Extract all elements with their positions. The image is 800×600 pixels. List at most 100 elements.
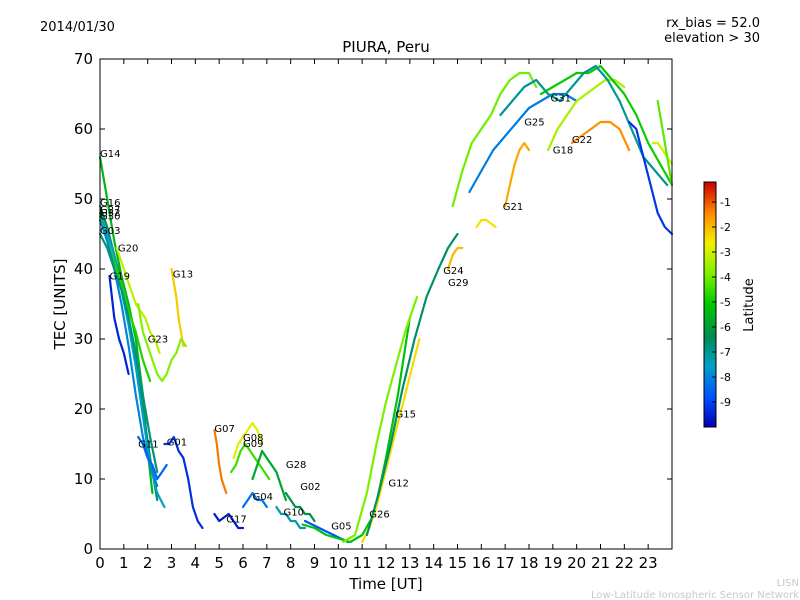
y-tick-label: 30 <box>74 330 93 348</box>
colorbar-tick-label: -5 <box>720 296 731 309</box>
footer-org-long: Low-Latitude Ionospheric Sensor Network <box>591 590 799 600</box>
x-tick-label: 4 <box>191 554 201 572</box>
footer-org-short: LISN <box>777 578 799 589</box>
x-tick-label: 22 <box>615 554 634 572</box>
series-line-g30b <box>651 141 674 166</box>
satellite-label: G15 <box>396 409 416 420</box>
colorbar-tick-label: -3 <box>720 246 731 259</box>
colorbar-tick-label: -4 <box>720 271 731 284</box>
series-line-g27 <box>98 211 166 509</box>
colorbar-tick-label: -7 <box>720 346 731 359</box>
colorbar-ticks: -1 -2 -3 -4 -5 -6 -7 -8 -9 <box>712 196 731 409</box>
x-tick-label: 18 <box>519 554 538 572</box>
colorbar-strip <box>703 181 717 428</box>
x-tick-label: 10 <box>329 554 348 572</box>
satellite-label: G04 <box>253 492 273 503</box>
series-line-g02 <box>284 491 316 523</box>
y-tick-label: 20 <box>74 400 93 418</box>
colorbar-tick-label: -6 <box>720 321 731 334</box>
colorbar: -1 -2 -3 -4 -5 -6 -7 -8 -9 Latitude <box>703 181 757 428</box>
series-line-g11 <box>137 435 168 481</box>
x-tick-label: 14 <box>424 554 443 572</box>
satellite-label: G21 <box>503 202 523 213</box>
satellite-label: G26 <box>369 510 389 521</box>
series-line-g21b <box>504 141 531 208</box>
x-tick-label: 17 <box>496 554 515 572</box>
series-line-g01 <box>163 435 204 530</box>
series-line-g17 <box>213 512 245 530</box>
satellite-label: G24 <box>443 266 463 277</box>
series-line-g19 <box>108 274 130 376</box>
series-line-g09 <box>230 442 271 481</box>
satellite-label: G11 <box>138 440 158 451</box>
series-line-g25 <box>451 71 538 208</box>
colorbar-label: Latitude <box>742 278 757 332</box>
satellite-label: G31 <box>551 94 571 105</box>
satellite-label: G10 <box>284 507 304 518</box>
satellite-label: G32 <box>100 208 120 219</box>
satellite-label: G18 <box>553 146 573 157</box>
series-line-g26b <box>499 64 669 187</box>
satellite-label: G30 <box>100 211 120 222</box>
x-tick-label: 1 <box>119 554 129 572</box>
satellite-label: G27 <box>100 205 120 216</box>
y-tick-label: 50 <box>74 190 93 208</box>
series-line-g28 <box>251 449 287 502</box>
colorbar-tick-label: -8 <box>720 371 731 384</box>
series-line-g29 <box>446 246 464 271</box>
series-line-g26 <box>301 316 411 544</box>
satellite-label: G28 <box>286 460 306 471</box>
satellite-label: G22 <box>572 135 592 146</box>
satellite-label: G05 <box>331 521 351 532</box>
series-line-g24 <box>365 232 459 537</box>
x-tick-label: 13 <box>400 554 419 572</box>
chart-title: PIURA, Peru <box>342 38 429 56</box>
series-line-g13 <box>170 267 185 348</box>
colorbar-tick-label: -9 <box>720 396 731 409</box>
x-tick-label: 12 <box>376 554 395 572</box>
series-line-g22 <box>570 120 631 152</box>
satellite-label: G17 <box>226 514 246 525</box>
x-tick-label: 11 <box>353 554 372 572</box>
y-axis-label: TEC [UNITS] <box>51 259 69 351</box>
y-tick-label: 0 <box>83 540 93 558</box>
series-line-g23 <box>137 302 187 383</box>
x-tick-label: 21 <box>591 554 610 572</box>
series-line-g10 <box>275 505 307 530</box>
y-tick-label: 60 <box>74 120 93 138</box>
series-line-g15 <box>342 295 419 544</box>
series-line-g04 <box>241 491 268 509</box>
satellite-label: G16 <box>100 198 120 209</box>
x-tick-label: 16 <box>472 554 491 572</box>
satellite-label: G08 <box>243 433 263 444</box>
satellite-label: G19 <box>110 272 130 283</box>
x-tick-label: 2 <box>143 554 153 572</box>
y-tick-label: 40 <box>74 260 93 278</box>
series-line-g21 <box>475 218 497 229</box>
x-tick-label: 15 <box>448 554 467 572</box>
satellite-label: G13 <box>173 269 193 280</box>
x-tick-label: 8 <box>286 554 296 572</box>
x-tick-label: 19 <box>543 554 562 572</box>
satellite-label: G07 <box>214 424 234 435</box>
satellite-label: G12 <box>388 479 408 490</box>
x-tick-label: 3 <box>167 554 177 572</box>
series-line-g12b <box>656 99 674 187</box>
y-axis: 0 10 20 30 40 50 60 70 <box>74 50 672 558</box>
colorbar-tick-label: -1 <box>720 196 731 209</box>
satellite-label: G20 <box>118 244 138 255</box>
satellite-label: G25 <box>524 118 544 129</box>
satellite-label: G03 <box>100 226 120 237</box>
satellite-label: G01 <box>167 437 187 448</box>
x-tick-label: 0 <box>95 554 105 572</box>
x-axis-label: Time [UT] <box>348 575 422 593</box>
x-tick-label: 20 <box>567 554 586 572</box>
series-line-g08 <box>232 421 264 460</box>
colorbar-tick-label: -2 <box>720 221 731 234</box>
satellite-label: G02 <box>300 482 320 493</box>
series-line-g06 <box>539 64 674 187</box>
rx-bias-label: rx_bias = 52.0 <box>666 16 760 31</box>
x-tick-label: 23 <box>639 554 658 572</box>
y-tick-label: 70 <box>74 50 93 68</box>
series-line-g07 <box>213 428 228 495</box>
